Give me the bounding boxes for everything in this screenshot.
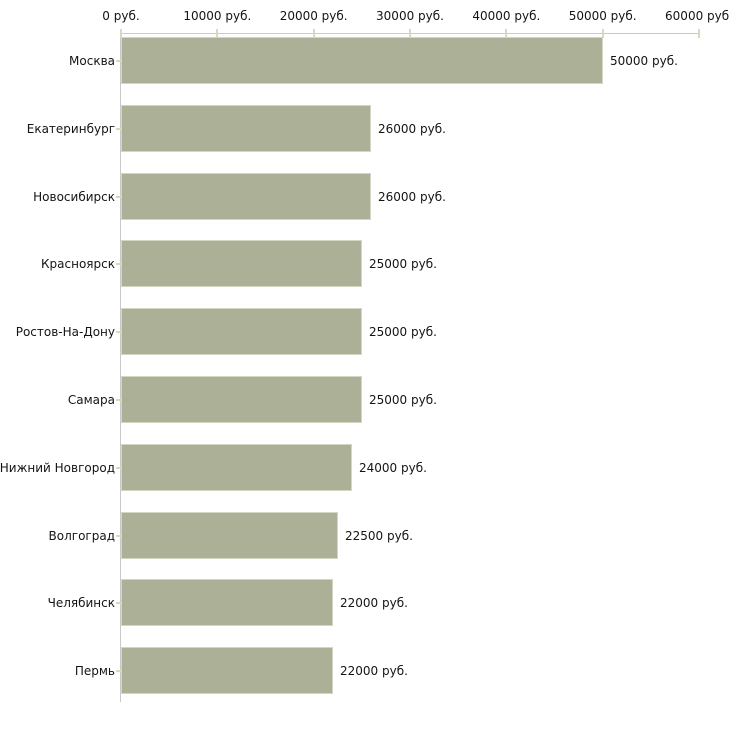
category-tick-mark (116, 670, 121, 672)
value-label: 24000 руб. (359, 460, 427, 475)
category-tick-mark (116, 467, 121, 469)
x-axis-tick-label: 30000 руб. (376, 9, 444, 23)
bar (121, 308, 362, 355)
bar (121, 240, 362, 287)
bar (121, 512, 338, 559)
category-label: Нижний Новгород (0, 460, 115, 475)
bar (121, 444, 352, 491)
bar (121, 105, 371, 152)
x-axis-tick-mark (216, 29, 219, 38)
category-label: Екатеринбург (26, 121, 115, 136)
category-label: Волгоград (48, 528, 115, 543)
value-label: 50000 руб. (610, 53, 678, 68)
value-label: 22500 руб. (345, 528, 413, 543)
x-axis-tick-label: 60000 руб. (665, 9, 730, 23)
bar-row: Волгоград 22500 руб. (0, 512, 730, 559)
x-axis-tick-label: 20000 руб. (279, 9, 348, 23)
value-label: 25000 руб. (369, 392, 437, 407)
bar-row: Москва 50000 руб. (0, 37, 730, 84)
category-label: Пермь (74, 663, 115, 678)
x-axis-tick-label: 0 руб. (102, 9, 140, 23)
value-label: 25000 руб. (369, 324, 437, 339)
value-label: 26000 руб. (378, 121, 446, 136)
category-tick-mark (116, 331, 121, 333)
category-tick-mark (116, 535, 121, 537)
category-label: Ростов-На-Дону (15, 324, 115, 339)
category-tick-mark (116, 196, 121, 198)
category-tick-mark (116, 60, 121, 62)
x-axis-tick-mark (409, 29, 411, 38)
x-axis-tick-label: 10000 руб. (183, 9, 252, 23)
x-axis-tick-label: 50000 руб. (568, 9, 637, 23)
y-axis-line (120, 33, 121, 702)
bar-row: Челябинск 22000 руб. (0, 579, 730, 626)
x-axis-tick-mark (505, 29, 508, 38)
bar-row: Нижний Новгород 24000 руб. (0, 444, 730, 491)
x-axis-tick-mark (698, 29, 700, 38)
value-label: 26000 руб. (378, 189, 446, 204)
category-label: Красноярск (41, 256, 115, 271)
bar (121, 579, 333, 626)
bar-row: Новосибирск 26000 руб. (0, 173, 730, 220)
category-tick-mark (116, 602, 121, 604)
bar-row: Красноярск 25000 руб. (0, 240, 730, 287)
x-axis-tick-mark (312, 29, 315, 38)
x-axis-tick-mark (120, 29, 122, 38)
x-axis-tick-label: 40000 руб. (472, 9, 541, 23)
bar (121, 37, 603, 84)
category-label: Самара (67, 392, 115, 407)
category-label: Москва (69, 53, 115, 68)
x-axis-tick-mark (601, 29, 604, 38)
bar-row: Ростов-На-Дону 25000 руб. (0, 308, 730, 355)
category-tick-mark (116, 399, 121, 401)
category-label: Новосибирск (33, 189, 115, 204)
category-label: Челябинск (47, 595, 115, 610)
value-label: 22000 руб. (340, 595, 408, 610)
bar-row: Самара 25000 руб. (0, 376, 730, 423)
category-tick-mark (116, 128, 121, 130)
bar (121, 376, 362, 423)
bar-row: Пермь 22000 руб. (0, 647, 730, 694)
bar (121, 173, 371, 220)
bar-row: Екатеринбург 26000 руб. (0, 105, 730, 152)
value-label: 22000 руб. (340, 663, 408, 678)
category-tick-mark (116, 263, 121, 265)
value-label: 25000 руб. (369, 256, 437, 271)
bar (121, 647, 333, 694)
